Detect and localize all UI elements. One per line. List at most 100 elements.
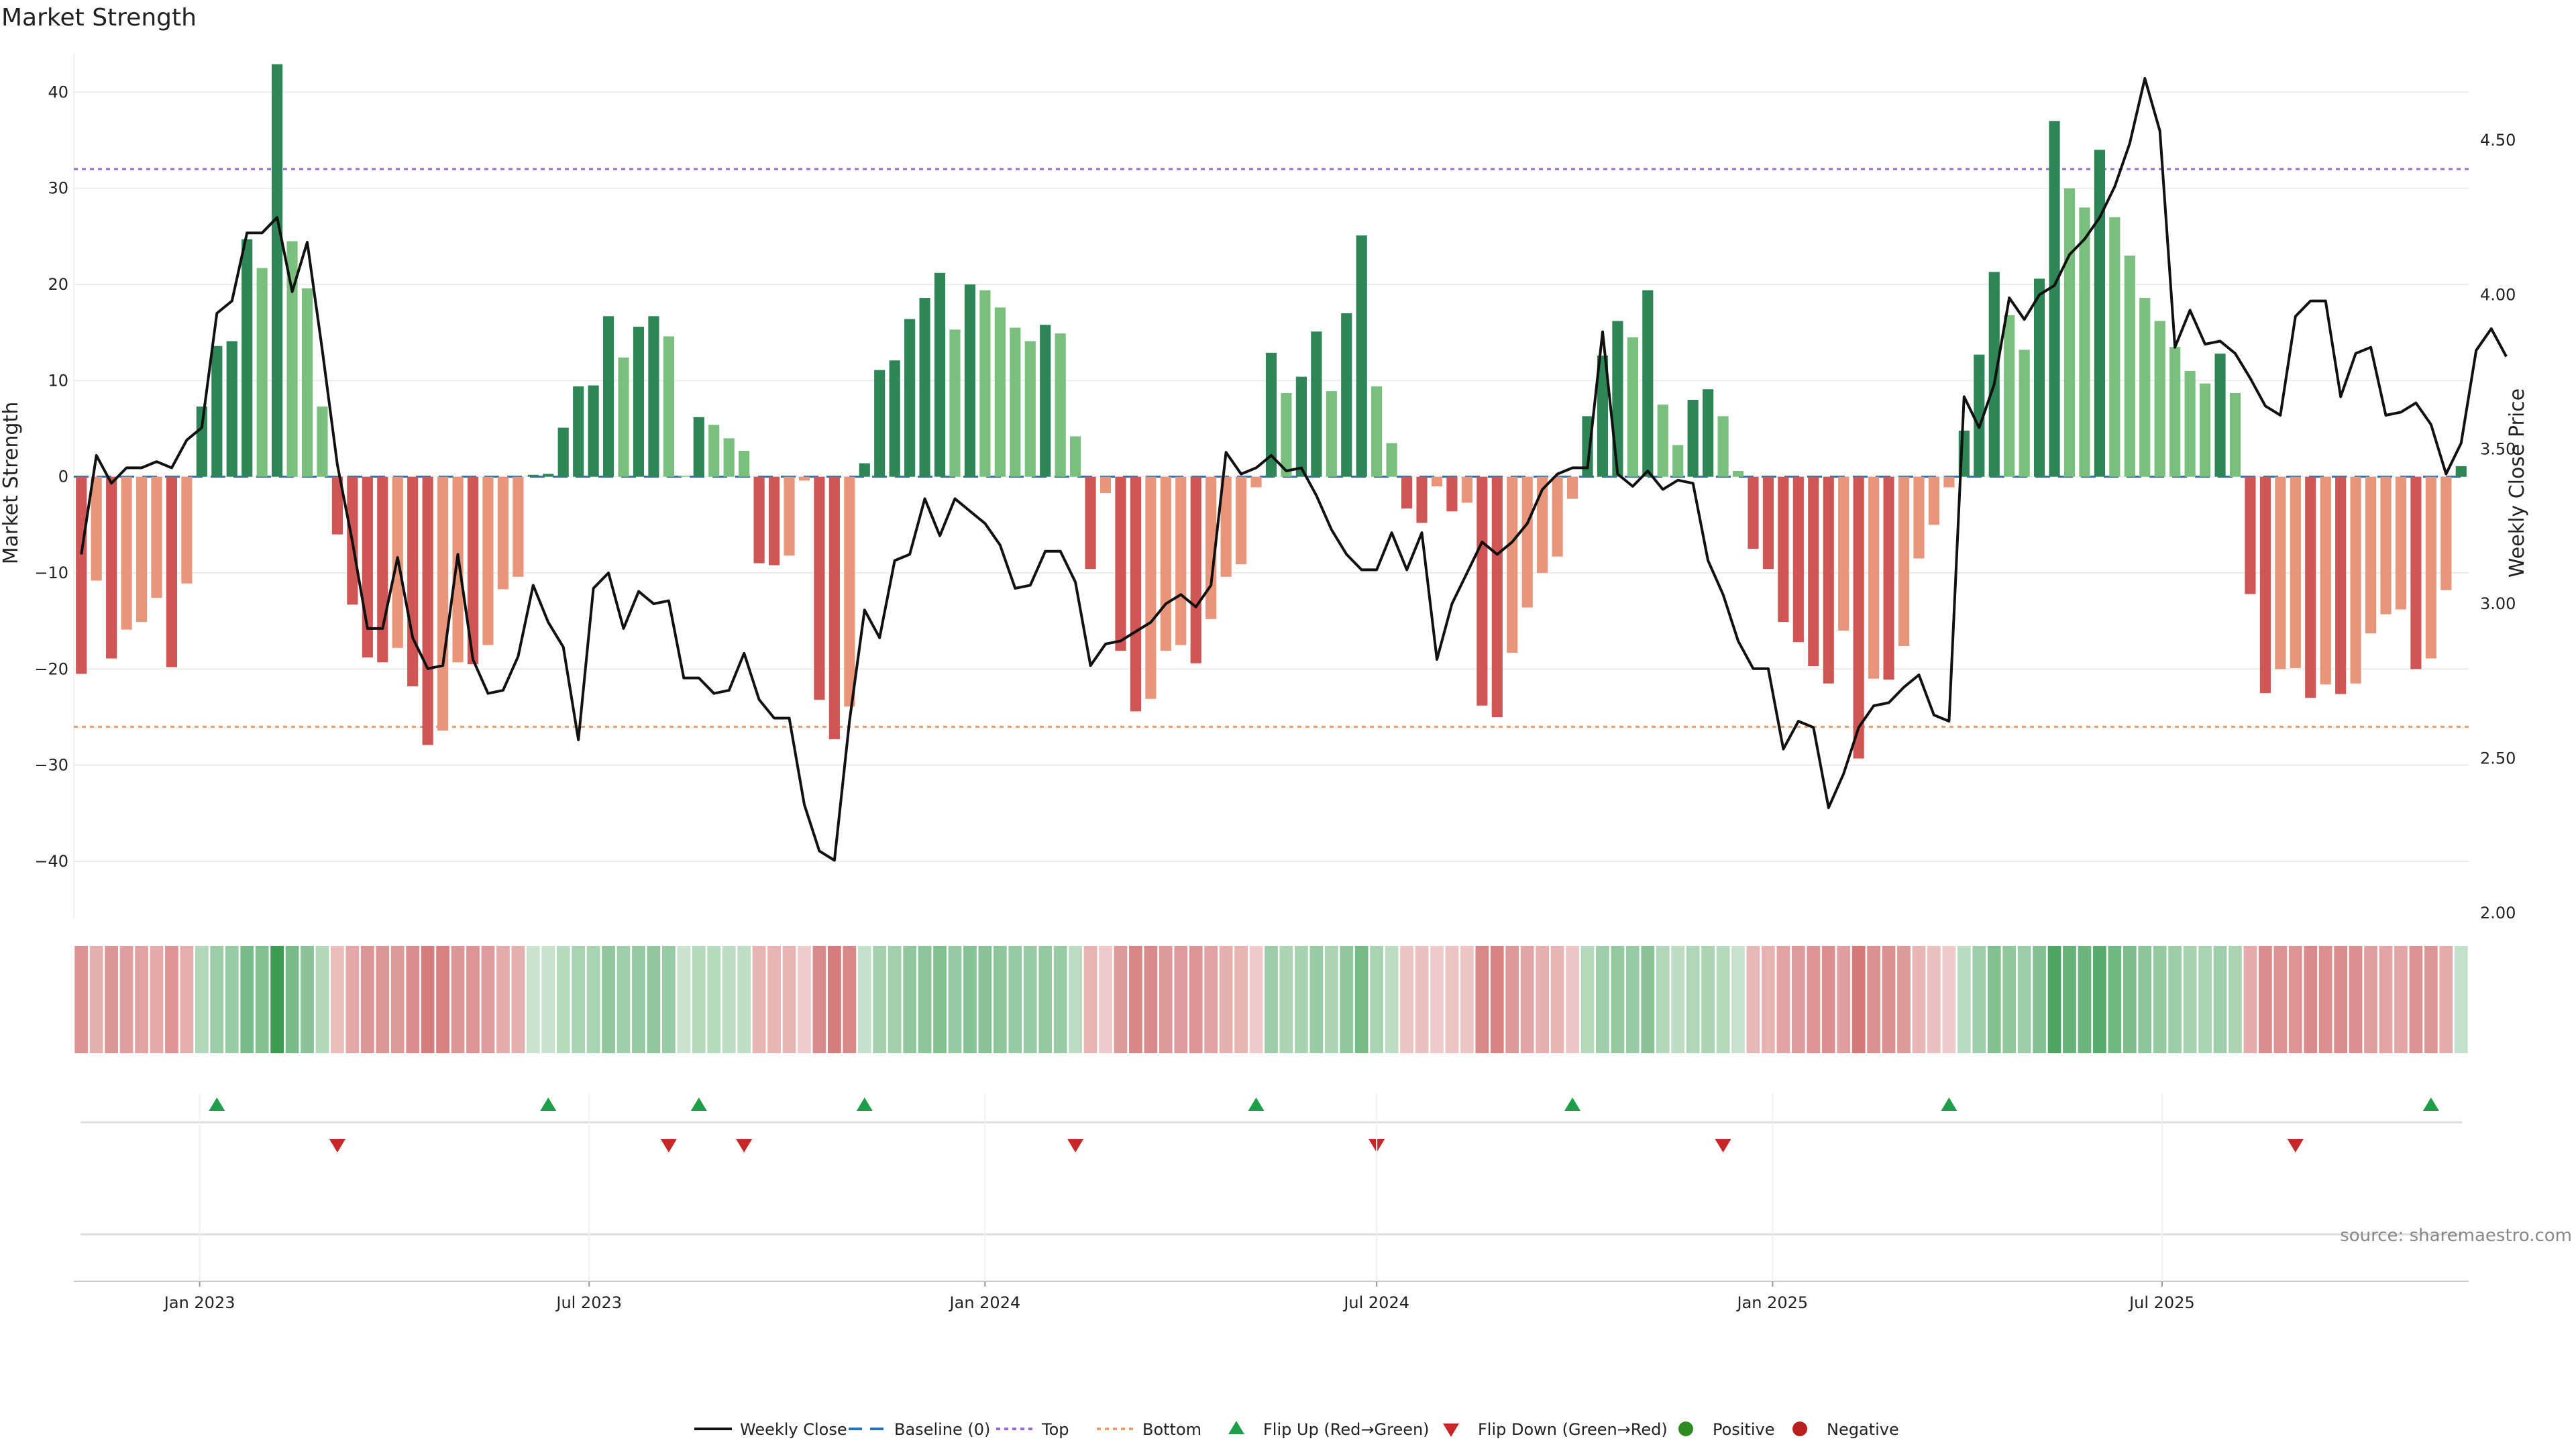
strength-bar xyxy=(1507,476,1518,653)
strength-bar xyxy=(602,316,614,477)
strength-bar xyxy=(784,476,795,556)
right-axis-ticks: 2.00 2.50 3.00 3.50 4.00 4.50 xyxy=(2480,131,2516,922)
left-tick-label: 40 xyxy=(48,83,68,101)
x-axis: Jan 2023 Jul 2023 Jan 2024 Jul 2024 Jan 2025… xyxy=(74,1093,2469,1312)
strength-bar xyxy=(2139,298,2151,477)
heat-cell xyxy=(135,946,148,1053)
strength-bar xyxy=(1220,476,1232,577)
heat-cell xyxy=(2123,946,2137,1053)
heat-cell xyxy=(1882,946,1896,1053)
strength-bar xyxy=(1868,476,1880,679)
heat-cell xyxy=(1249,946,1263,1053)
legend-label: Bottom xyxy=(1142,1420,1201,1439)
right-tick-label: 3.50 xyxy=(2480,440,2516,459)
heat-cell xyxy=(301,946,314,1053)
heat-cell xyxy=(2454,946,2468,1053)
heat-cell xyxy=(1912,946,1926,1053)
strength-bar xyxy=(2154,321,2165,477)
strength-bar xyxy=(1883,476,1894,680)
strength-bar xyxy=(1386,443,1397,477)
heat-cell xyxy=(436,946,449,1053)
strength-bar xyxy=(301,288,313,477)
x-tick-label: Jul 2025 xyxy=(2128,1293,2195,1312)
strength-bar xyxy=(1236,476,1247,565)
x-tick-label: Jan 2023 xyxy=(163,1293,235,1312)
heat-cell xyxy=(2047,946,2061,1053)
strength-bar xyxy=(1521,476,1533,608)
heat-cell xyxy=(1069,946,1082,1053)
heat-cell xyxy=(857,946,871,1053)
heat-cell xyxy=(948,946,962,1053)
strength-bar xyxy=(1552,476,1563,557)
heat-cell xyxy=(2318,946,2332,1053)
strength-bar xyxy=(2229,392,2241,477)
strength-bar xyxy=(1477,476,1488,706)
strength-bar xyxy=(859,463,870,477)
strength-bar xyxy=(2290,476,2301,668)
heat-cell xyxy=(1746,946,1760,1053)
x-tick-label: Jul 2023 xyxy=(555,1293,622,1312)
strength-bar xyxy=(1732,471,1744,477)
strength-bar xyxy=(317,407,328,477)
heat-cell xyxy=(119,946,133,1053)
heat-cell xyxy=(240,946,254,1053)
strength-bar xyxy=(422,476,433,745)
flip-down-marker xyxy=(2287,1139,2304,1152)
heat-cell xyxy=(1596,946,1609,1053)
heat-cell xyxy=(827,946,841,1053)
strength-bar xyxy=(2245,476,2256,594)
heat-cell xyxy=(210,946,224,1053)
heat-cell xyxy=(1234,946,1248,1053)
strength-bar xyxy=(1099,476,1112,494)
heat-cell xyxy=(1851,946,1866,1053)
heat-cell xyxy=(767,946,781,1053)
strength-bar xyxy=(1281,392,1292,477)
strength-bar xyxy=(1175,476,1187,645)
strength-bar xyxy=(452,476,464,663)
legend-label: Negative xyxy=(1827,1420,1899,1439)
strength-bar xyxy=(437,476,449,731)
strength-bar xyxy=(1672,445,1684,477)
heat-cell xyxy=(466,946,480,1053)
flip-down-marker xyxy=(1067,1139,1084,1152)
strength-bar xyxy=(964,284,976,477)
heat-cell xyxy=(331,946,344,1053)
strength-bar xyxy=(151,476,162,598)
heat-cell xyxy=(2409,946,2423,1053)
heat-cell xyxy=(451,946,465,1053)
left-tick-label: −10 xyxy=(34,564,68,582)
heat-cell xyxy=(1295,946,1308,1053)
strength-bar xyxy=(211,345,223,477)
heat-cell xyxy=(1867,946,1880,1053)
heat-cell xyxy=(586,946,600,1053)
heat-cell xyxy=(1671,946,1685,1053)
heat-cell xyxy=(1762,946,1775,1053)
heat-cell xyxy=(2198,946,2212,1053)
x-tick-label: Jan 2025 xyxy=(1736,1293,1809,1312)
heat-cell xyxy=(2304,946,2318,1053)
heat-cell xyxy=(1400,946,1413,1053)
heat-cell xyxy=(616,946,631,1053)
strength-bar xyxy=(286,241,298,477)
heat-cell xyxy=(647,946,661,1053)
strength-bar xyxy=(196,407,207,477)
strength-bar xyxy=(889,360,900,477)
heat-cell xyxy=(1821,946,1835,1053)
strength-bar xyxy=(256,268,268,477)
heat-cell xyxy=(150,946,164,1053)
strength-bar xyxy=(708,425,720,477)
strength-bar xyxy=(91,476,102,581)
flip-up-marker xyxy=(540,1097,557,1111)
strength-bar xyxy=(1085,476,1096,570)
strength-bar xyxy=(331,476,343,535)
flip-down-marker xyxy=(736,1139,753,1152)
strength-bar xyxy=(241,239,253,477)
strength-bar xyxy=(1371,386,1383,477)
strength-bar xyxy=(1597,356,1609,477)
strength-bar xyxy=(2109,217,2121,477)
heat-cell xyxy=(1114,946,1128,1053)
left-axis-label: Market Strength xyxy=(0,402,23,564)
heat-cell xyxy=(2394,946,2408,1053)
heat-cell xyxy=(1129,946,1142,1053)
